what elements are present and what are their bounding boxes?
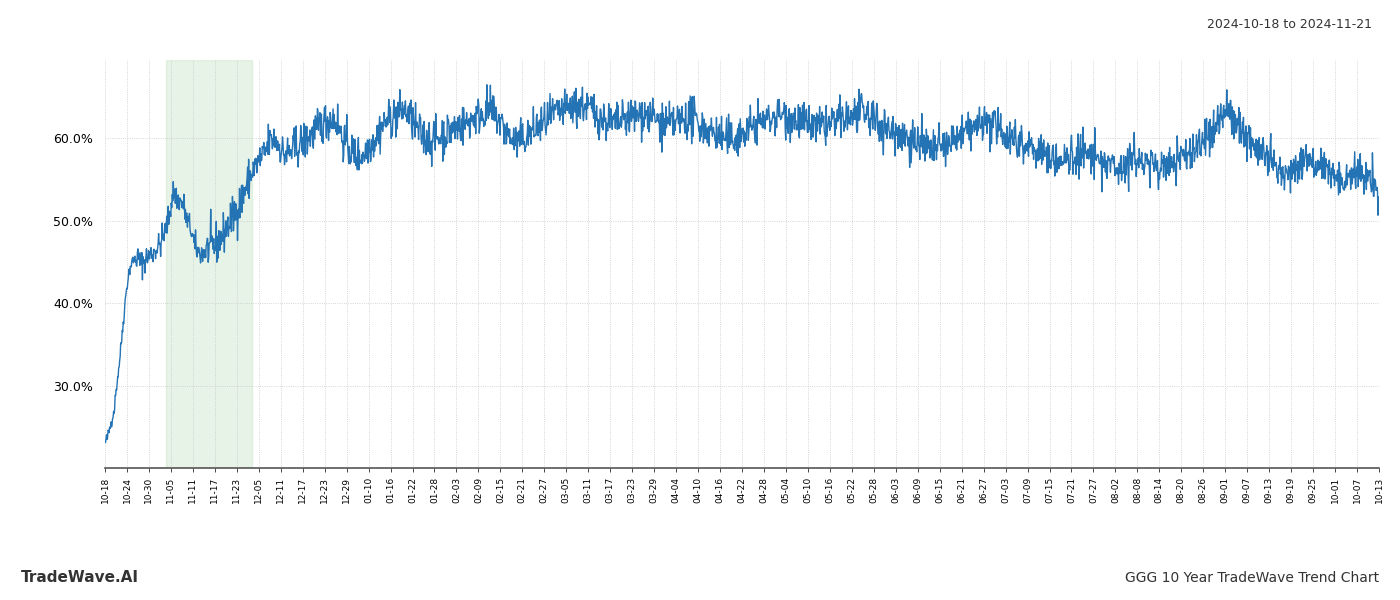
Text: 2024-10-18 to 2024-11-21: 2024-10-18 to 2024-11-21 bbox=[1207, 18, 1372, 31]
Text: TradeWave.AI: TradeWave.AI bbox=[21, 570, 139, 585]
Bar bbox=[167, 60, 252, 468]
Text: GGG 10 Year TradeWave Trend Chart: GGG 10 Year TradeWave Trend Chart bbox=[1124, 571, 1379, 585]
